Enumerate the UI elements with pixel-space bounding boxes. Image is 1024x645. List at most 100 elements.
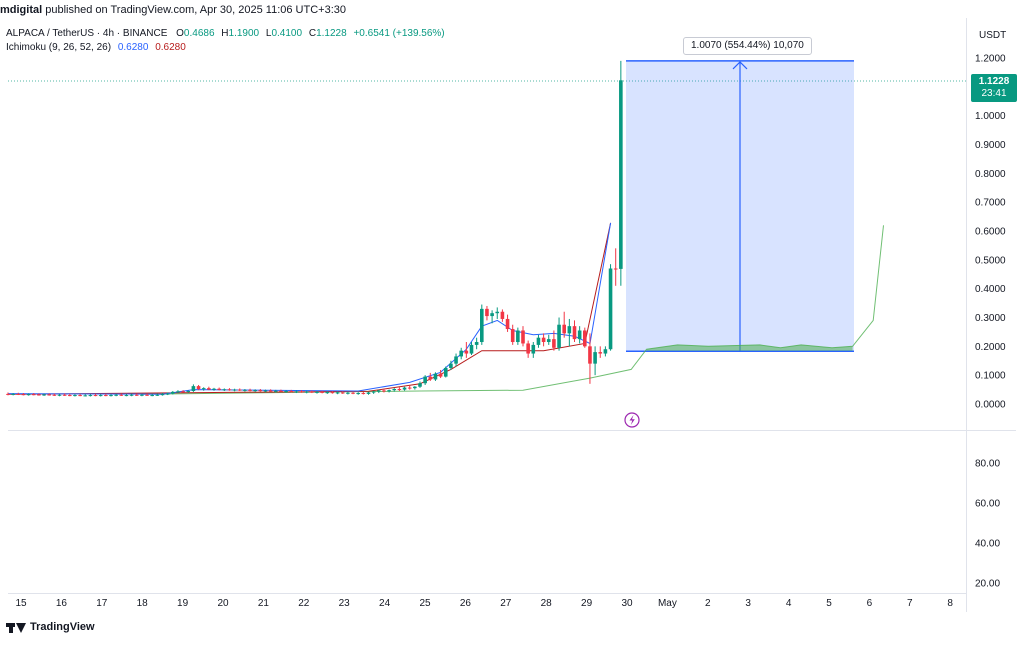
candle[interactable] xyxy=(217,387,221,391)
candle[interactable] xyxy=(340,391,345,394)
candle[interactable] xyxy=(552,330,556,351)
candle[interactable] xyxy=(433,372,438,381)
candle[interactable] xyxy=(304,390,309,394)
candle[interactable] xyxy=(171,391,175,395)
candle[interactable] xyxy=(572,320,577,343)
candle[interactable] xyxy=(268,389,273,392)
candle[interactable] xyxy=(366,391,371,395)
candle[interactable] xyxy=(443,366,448,378)
candle[interactable] xyxy=(474,337,479,350)
candle[interactable] xyxy=(598,346,603,358)
candle[interactable] xyxy=(613,248,618,286)
candle[interactable] xyxy=(68,393,72,397)
candle[interactable] xyxy=(186,390,191,393)
candle[interactable] xyxy=(356,392,360,395)
price-axis[interactable]: 1.20001.10001.00000.90000.80000.70000.60… xyxy=(975,54,1006,411)
candle[interactable] xyxy=(526,340,530,358)
candle[interactable] xyxy=(377,389,381,394)
candle[interactable] xyxy=(191,384,196,392)
candle[interactable] xyxy=(459,347,463,360)
candle[interactable] xyxy=(73,394,77,397)
candle[interactable] xyxy=(31,393,36,396)
candle[interactable] xyxy=(42,393,46,396)
candle[interactable] xyxy=(397,387,402,392)
tradingview-logo[interactable]: TradingView xyxy=(6,621,95,633)
measure-tool[interactable] xyxy=(626,60,854,352)
candle[interactable] xyxy=(361,391,366,395)
candle[interactable] xyxy=(413,386,417,390)
candle[interactable] xyxy=(510,324,515,345)
candle[interactable] xyxy=(83,394,88,397)
measure-label[interactable]: 1.0070 (554.44%) 10,070 xyxy=(683,37,812,55)
candle[interactable] xyxy=(423,375,427,385)
candle[interactable] xyxy=(495,307,500,319)
candle[interactable] xyxy=(114,393,118,397)
candle[interactable] xyxy=(243,389,247,392)
candle[interactable] xyxy=(619,60,623,286)
candle[interactable] xyxy=(160,393,165,396)
candle[interactable] xyxy=(351,391,355,395)
candle[interactable] xyxy=(454,353,458,367)
candle[interactable] xyxy=(104,393,108,397)
candle[interactable] xyxy=(315,391,319,394)
candle[interactable] xyxy=(201,387,206,391)
candle[interactable] xyxy=(181,390,185,393)
candle[interactable] xyxy=(232,388,237,392)
candle[interactable] xyxy=(531,342,536,358)
candle[interactable] xyxy=(207,386,211,391)
indicator-name[interactable]: Ichimoku (9, 26, 52, 26) xyxy=(6,42,112,53)
candle[interactable] xyxy=(428,372,433,381)
candle[interactable] xyxy=(57,393,62,397)
candle[interactable] xyxy=(382,389,386,393)
candle[interactable] xyxy=(588,333,592,384)
candles[interactable] xyxy=(6,60,623,397)
candle[interactable] xyxy=(237,388,242,392)
time-axis[interactable]: 15 16 17 18 19 20 21 22 23 24 25 26 27 28 29 30 May 2 3 4 5 6… xyxy=(15,598,953,609)
candle[interactable] xyxy=(546,334,551,345)
candle[interactable] xyxy=(248,388,252,392)
candle[interactable] xyxy=(140,393,144,397)
candle[interactable] xyxy=(418,381,422,388)
candle[interactable] xyxy=(227,388,232,391)
candle[interactable] xyxy=(516,327,520,345)
candle[interactable] xyxy=(134,393,139,396)
candle[interactable] xyxy=(325,391,330,394)
candle[interactable] xyxy=(485,305,489,321)
candle[interactable] xyxy=(145,393,149,396)
candle[interactable] xyxy=(577,326,582,344)
candle[interactable] xyxy=(26,393,31,396)
candle[interactable] xyxy=(407,385,412,390)
candle[interactable] xyxy=(562,311,566,338)
candle[interactable] xyxy=(371,390,376,394)
candle[interactable] xyxy=(258,389,263,392)
candle[interactable] xyxy=(129,393,134,397)
candle[interactable] xyxy=(438,369,443,379)
candle[interactable] xyxy=(521,326,525,347)
candle[interactable] xyxy=(47,393,51,396)
symbol-pair[interactable]: ALPACA / TetherUS · 4h · BINANCE xyxy=(6,28,168,39)
candle[interactable] xyxy=(583,327,587,348)
candle[interactable] xyxy=(88,394,93,397)
candle[interactable] xyxy=(330,391,335,394)
candle[interactable] xyxy=(284,390,288,393)
candle[interactable] xyxy=(98,394,103,397)
indicator-legend[interactable]: Ichimoku (9, 26, 52, 26) 0.6280 0.6280 xyxy=(6,42,186,53)
candle[interactable] xyxy=(335,391,340,395)
candle[interactable] xyxy=(346,391,350,395)
candle[interactable] xyxy=(155,393,160,396)
candle[interactable] xyxy=(449,360,453,370)
candle[interactable] xyxy=(464,342,469,358)
candle[interactable] xyxy=(608,264,613,351)
candle[interactable] xyxy=(274,389,278,393)
candle[interactable] xyxy=(176,390,180,394)
event-flash-icon[interactable] xyxy=(624,412,640,428)
candle[interactable] xyxy=(289,389,294,393)
candle[interactable] xyxy=(11,393,15,396)
candle[interactable] xyxy=(52,393,57,396)
candle[interactable] xyxy=(310,390,314,394)
candle[interactable] xyxy=(37,393,41,396)
candle[interactable] xyxy=(78,393,82,397)
candle[interactable] xyxy=(387,389,391,393)
candle[interactable] xyxy=(593,346,597,376)
